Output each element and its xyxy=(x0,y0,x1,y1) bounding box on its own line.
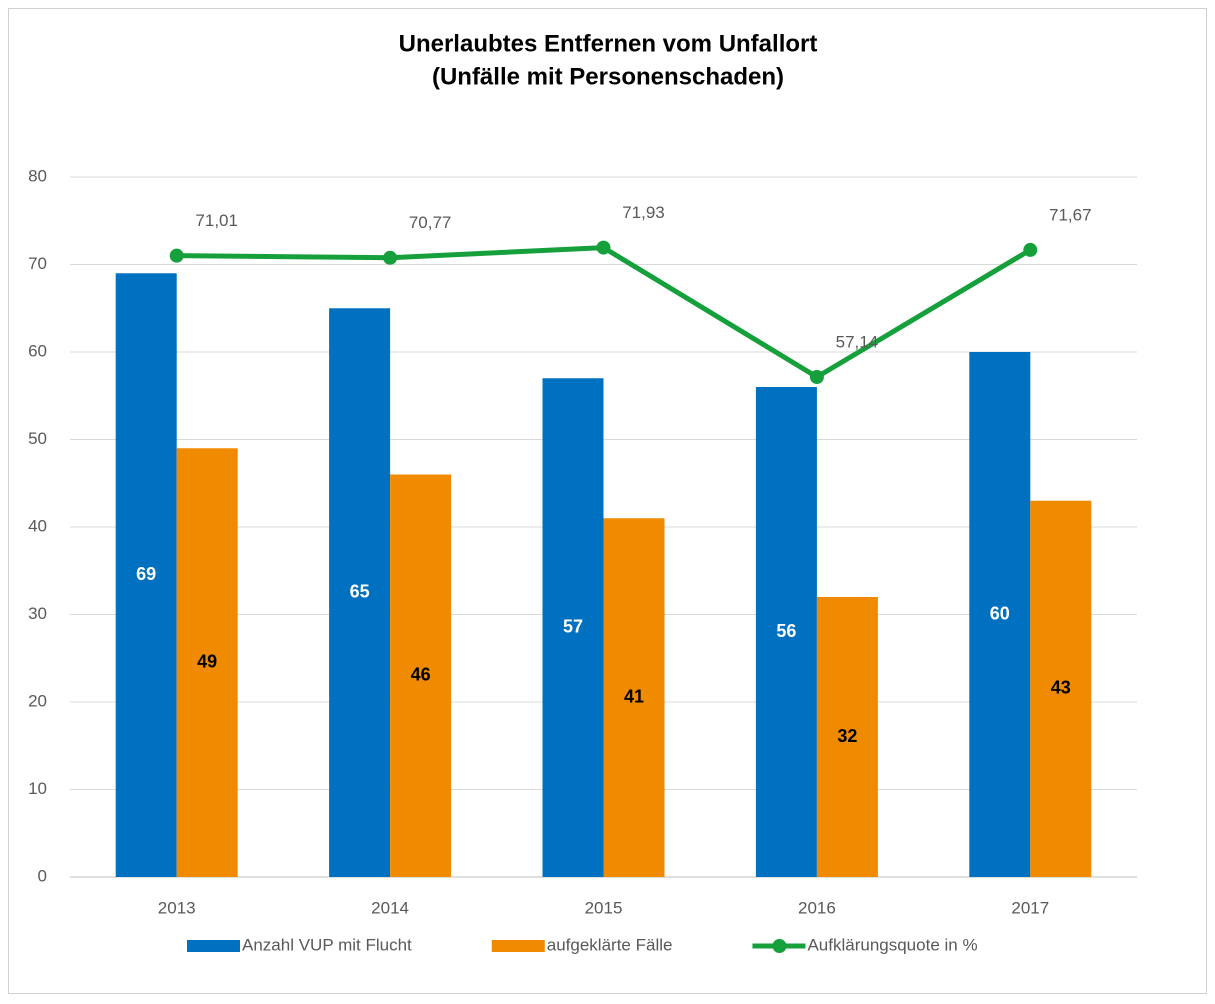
bar xyxy=(969,352,1031,877)
bar-value-label: 57 xyxy=(563,616,583,636)
x-tick-label: 2016 xyxy=(798,898,836,917)
bar-value-label: 32 xyxy=(837,726,857,746)
chart-title: Unerlaubtes Entfernen vom Unfallort xyxy=(399,30,818,57)
bar-value-label: 60 xyxy=(990,603,1010,623)
line-value-label: 71,01 xyxy=(195,211,238,230)
y-tick-label: 60 xyxy=(28,341,47,360)
y-tick-label: 10 xyxy=(28,779,47,798)
bar xyxy=(603,518,665,877)
legend-swatch xyxy=(491,940,545,952)
line-point xyxy=(169,248,184,263)
bar-value-label: 49 xyxy=(197,651,217,671)
x-tick-label: 2017 xyxy=(1011,898,1049,917)
line-value-label: 57,14 xyxy=(836,333,879,352)
line-point xyxy=(1023,242,1038,257)
y-tick-label: 20 xyxy=(28,691,47,710)
y-tick-label: 70 xyxy=(28,254,47,273)
bar xyxy=(1030,500,1092,877)
chart-subtitle: (Unfälle mit Personenschaden) xyxy=(432,63,784,90)
line-point xyxy=(809,370,824,385)
x-tick-label: 2013 xyxy=(158,898,196,917)
bar xyxy=(390,474,452,877)
line-point xyxy=(596,240,611,255)
bar xyxy=(542,378,604,877)
bar xyxy=(115,273,177,877)
line-point xyxy=(383,250,398,265)
legend-label: Aufklärungsquote in % xyxy=(807,935,977,954)
line-value-label: 71,67 xyxy=(1049,205,1092,224)
bar-value-label: 56 xyxy=(776,621,796,641)
x-tick-label: 2015 xyxy=(585,898,623,917)
y-tick-label: 30 xyxy=(28,604,47,623)
legend-label: aufgeklärte Fälle xyxy=(547,935,673,954)
line-value-label: 71,93 xyxy=(622,203,665,222)
bar-value-label: 43 xyxy=(1051,678,1071,698)
bar xyxy=(329,308,391,877)
bar-value-label: 65 xyxy=(350,581,370,601)
legend-swatch xyxy=(187,940,240,952)
y-tick-label: 80 xyxy=(28,166,47,185)
bar-value-label: 41 xyxy=(624,686,644,706)
bar xyxy=(816,597,878,877)
x-tick-label: 2014 xyxy=(371,898,409,917)
y-tick-label: 40 xyxy=(28,516,47,535)
line-value-label: 70,77 xyxy=(409,213,452,232)
y-tick-label: 50 xyxy=(28,429,47,448)
y-tick-label: 0 xyxy=(38,866,47,885)
bar-value-label: 46 xyxy=(411,665,431,685)
bar-value-label: 69 xyxy=(136,564,156,584)
bar xyxy=(755,387,817,877)
legend-marker xyxy=(772,939,787,953)
bar xyxy=(176,448,238,877)
legend-label: Anzahl VUP mit Flucht xyxy=(242,935,412,954)
